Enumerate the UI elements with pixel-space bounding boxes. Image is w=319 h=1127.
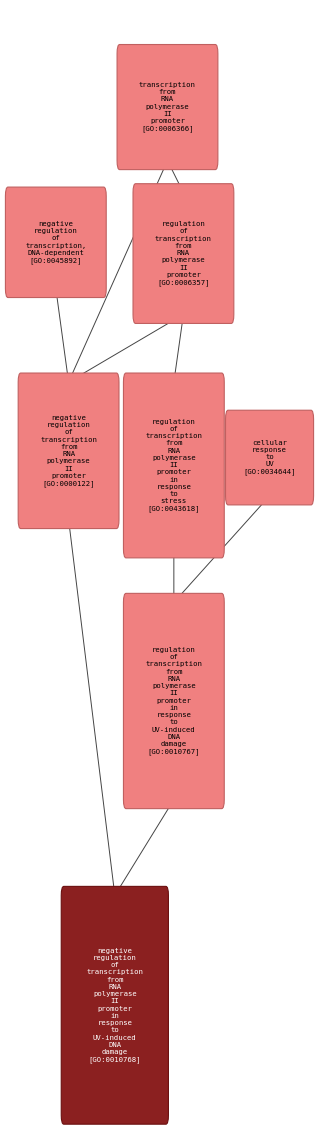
FancyBboxPatch shape — [117, 44, 218, 169]
FancyBboxPatch shape — [133, 184, 234, 323]
Text: regulation
of
transcription
from
RNA
polymerase
II
promoter
in
response
to
UV-in: regulation of transcription from RNA pol… — [145, 647, 202, 755]
FancyBboxPatch shape — [5, 187, 106, 298]
FancyBboxPatch shape — [18, 373, 119, 529]
FancyBboxPatch shape — [123, 593, 224, 809]
Text: transcription
from
RNA
polymerase
II
promoter
[GO:0006366]: transcription from RNA polymerase II pro… — [139, 82, 196, 132]
Text: negative
regulation
of
transcription
from
RNA
polymerase
II
promoter
in
response: negative regulation of transcription fro… — [86, 948, 143, 1063]
FancyBboxPatch shape — [61, 886, 168, 1125]
FancyBboxPatch shape — [226, 410, 314, 505]
Text: negative
regulation
of
transcription
from
RNA
polymerase
II
promoter
[GO:0000122: negative regulation of transcription fro… — [40, 415, 97, 487]
FancyBboxPatch shape — [123, 373, 224, 558]
Text: regulation
of
transcription
from
RNA
polymerase
II
promoter
in
response
to
stres: regulation of transcription from RNA pol… — [145, 418, 202, 513]
Text: cellular
response
to
UV
[GO:0034644]: cellular response to UV [GO:0034644] — [243, 440, 296, 476]
Text: negative
regulation
of
transcription,
DNA-dependent
[GO:0045892]: negative regulation of transcription, DN… — [25, 221, 86, 264]
Text: regulation
of
transcription
from
RNA
polymerase
II
promoter
[GO:0006357]: regulation of transcription from RNA pol… — [155, 221, 212, 286]
